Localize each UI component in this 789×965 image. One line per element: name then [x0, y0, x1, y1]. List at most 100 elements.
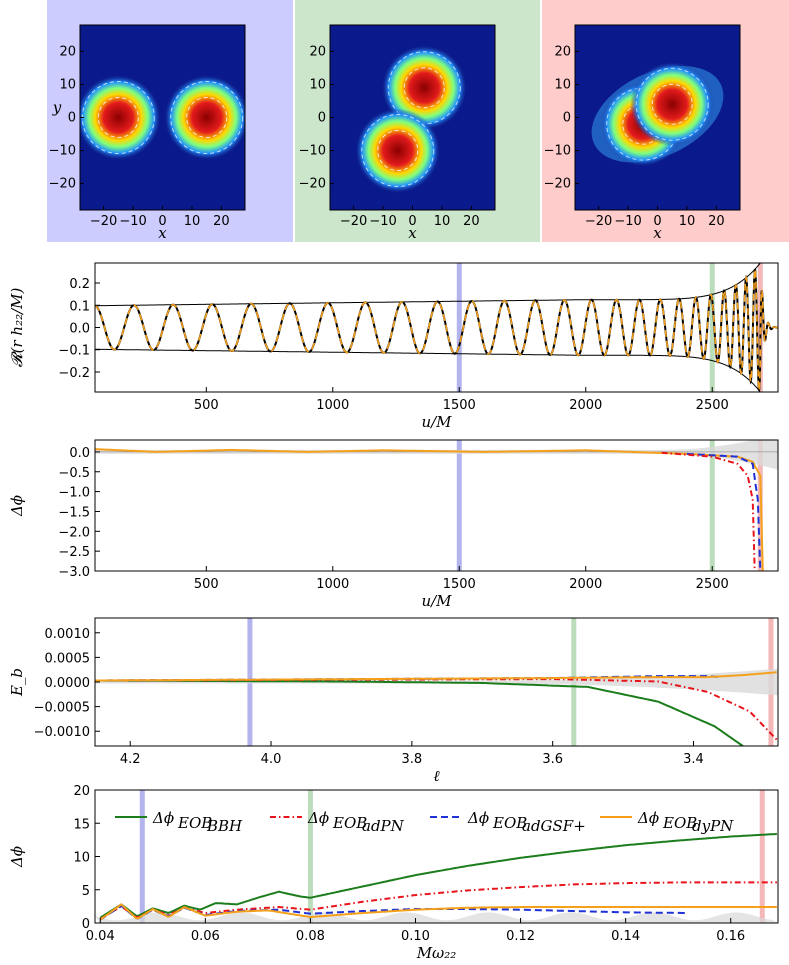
y-tick-label: 10	[554, 77, 571, 92]
density-contour	[97, 97, 139, 138]
y-tick-label: 10	[73, 851, 90, 866]
x-tick-label: 10	[434, 214, 451, 229]
x-tick-label: −20	[340, 214, 367, 229]
y-tick-label: −0.1	[58, 344, 90, 359]
y-tick-label: 0	[82, 917, 90, 932]
y-tick-label: −0.2	[58, 366, 90, 381]
x-tick-label: −10	[614, 214, 641, 229]
axes-frame	[94, 439, 779, 572]
snapshot-content	[591, 62, 724, 167]
x-tick-label: −10	[119, 214, 146, 229]
x-axis-label: Mω₂₂	[416, 944, 457, 962]
y-tick-label: −2.0	[58, 525, 90, 540]
series-adgsf	[686, 452, 762, 571]
y-tick-label: −20	[299, 177, 326, 192]
y-tick-label: −1.5	[58, 505, 90, 520]
legend-sub: EOB	[177, 814, 212, 832]
legend-subsub: adGSF+	[522, 817, 586, 835]
x-tick-label: 3.8	[402, 752, 423, 767]
y-tick-label: 0	[68, 111, 76, 126]
series-dypn	[99, 903, 777, 921]
x-tick-label: 500	[194, 398, 219, 413]
x-tick-label: 0.10	[401, 929, 430, 944]
legend-sub: EOB	[332, 814, 367, 832]
y-tick-label: 5	[82, 884, 90, 899]
y-tick-label: −1.0	[58, 486, 90, 501]
density-contour	[635, 67, 709, 141]
y-tick-label: 20	[309, 44, 326, 59]
density-contour	[377, 130, 419, 172]
density-contour	[170, 81, 244, 154]
y-tick-label: 0.2	[69, 277, 90, 292]
x-axis-label: x	[408, 224, 417, 242]
y-tick-label: 20	[59, 44, 76, 59]
x-tick-label: 0.08	[296, 929, 325, 944]
x-tick-label: 0	[408, 214, 416, 229]
y-tick-label: −20	[544, 177, 571, 192]
x-tick-label: 10	[679, 214, 696, 229]
x-tick-label: 2000	[569, 577, 602, 592]
y-tick-label: 0.0	[69, 446, 90, 461]
waveform-panel: 500 1000 1500 2000 2500 0.2 0.1 0.0 −0.1 −0.2 u/M 𝓡…	[8, 262, 779, 431]
series-dypn	[95, 671, 777, 682]
x-tick-label: 1000	[316, 398, 349, 413]
plot-area	[95, 440, 778, 571]
y-tick-label: 20	[554, 44, 571, 59]
x-axis-label: u/M	[421, 592, 452, 610]
y-tick-label: 10	[309, 77, 326, 92]
y-tick-label: 0.0005	[45, 651, 91, 666]
x-tick-label: 0	[158, 214, 166, 229]
legend-label: Δϕ	[637, 809, 659, 827]
y-tick-label: −10	[49, 144, 76, 159]
legend-label: Δϕ	[152, 809, 174, 827]
nr-waveform	[95, 268, 778, 391]
x-tick-label: 0.12	[506, 929, 535, 944]
x-tick-label: 20	[708, 214, 725, 229]
x-tick-label: 4.2	[120, 752, 141, 767]
x-tick-label: 0.06	[191, 929, 220, 944]
x-axis-label: x	[653, 224, 662, 242]
x-tick-label: 1500	[443, 398, 476, 413]
binding-energy-difference-panel: 4.2 4.0 3.8 3.6 3.4 0.0010 0.0005 0.0000 −0.0005…	[8, 617, 779, 785]
series-adpn	[661, 451, 756, 571]
y-tick-label: 0.0000	[45, 676, 91, 691]
amplitude-envelope-upper	[95, 263, 761, 307]
x-tick-label: 4.0	[261, 752, 282, 767]
axes-frame	[94, 262, 779, 393]
y-axis-label: Δϕ	[8, 846, 26, 868]
density-contour	[361, 114, 435, 188]
x-tick-label: 0	[653, 214, 661, 229]
legend-sub: EOB	[662, 814, 697, 832]
amplitude-envelope-lower	[95, 348, 761, 392]
plot-area	[95, 263, 778, 392]
x-tick-label: −10	[369, 214, 396, 229]
y-tick-label: −2.5	[58, 545, 90, 560]
y-tick-label: −3.0	[58, 565, 90, 580]
legend-label: Δϕ	[467, 809, 489, 827]
y-axis-label: y	[52, 99, 62, 117]
nr-error-band	[95, 912, 778, 923]
plot-area	[95, 618, 778, 746]
y-tick-label: −10	[544, 144, 571, 159]
x-tick-label: 3.4	[683, 752, 704, 767]
legend-sub: EOB	[492, 814, 527, 832]
density-blob	[630, 62, 715, 147]
x-tick-label: 20	[463, 214, 480, 229]
x-axis-label: u/M	[421, 413, 452, 431]
y-tick-label: −0.0005	[34, 701, 90, 716]
x-tick-label: 0.04	[86, 929, 115, 944]
x-tick-label: 3.6	[542, 752, 563, 767]
legend-subsub: adPN	[362, 817, 405, 835]
snapshot-content	[355, 45, 467, 193]
x-tick-label: 1000	[316, 577, 349, 592]
series-adpn	[99, 881, 777, 920]
y-tick-label: −10	[299, 144, 326, 159]
density-blob	[355, 108, 440, 193]
y-axis-label: E_b	[8, 668, 26, 697]
density-contour	[651, 83, 693, 125]
y-tick-label: 0.0	[69, 322, 90, 337]
